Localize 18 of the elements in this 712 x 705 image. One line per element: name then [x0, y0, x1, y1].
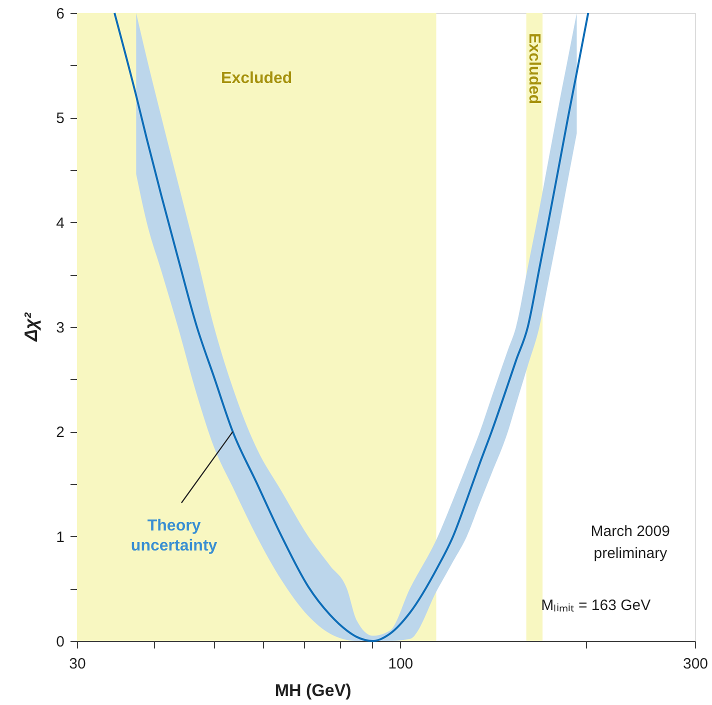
- y-tick-label: 4: [56, 214, 64, 232]
- annotation: March 2009: [590, 523, 670, 540]
- band-label: Excluded: [525, 33, 542, 104]
- x-tick-label: 300: [682, 656, 708, 672]
- annotation: preliminary: [594, 545, 668, 562]
- band-label: Excluded: [221, 70, 292, 87]
- y-tick-label: 5: [56, 110, 64, 128]
- y-tick-label: 2: [56, 424, 64, 442]
- x-tick-label: 30: [69, 656, 86, 672]
- annotation: Theory uncertainty: [130, 517, 218, 554]
- x-axis-title: MH (GeV): [274, 681, 352, 700]
- x-tick-label: 100: [388, 656, 414, 672]
- y-tick-label: 3: [56, 320, 64, 336]
- y-tick-label: 1: [56, 528, 64, 546]
- y-tick-label: 0: [56, 634, 64, 650]
- y-tick-label: 6: [56, 6, 64, 22]
- annotation: Mₗᵢₘᵢₜ = 163 GeV: [541, 597, 651, 614]
- y-axis-title: Δχ²: [21, 312, 41, 342]
